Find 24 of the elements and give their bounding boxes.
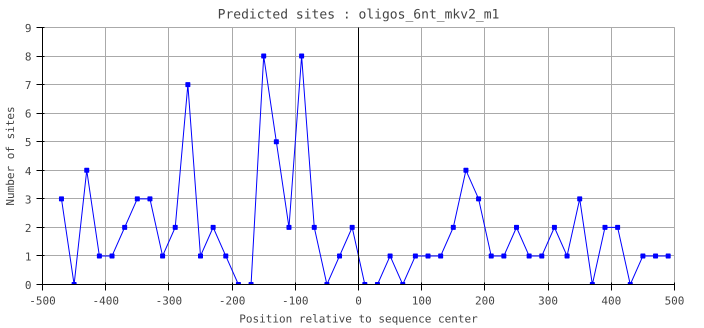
x-tick-label: -300 <box>156 294 182 308</box>
x-axis-title: Position relative to sequence center <box>239 312 478 326</box>
y-tick-label: 5 <box>24 136 32 150</box>
x-tick-label: 400 <box>601 294 622 308</box>
y-tick-label: 8 <box>24 50 32 64</box>
x-tick-label: -100 <box>282 294 309 308</box>
x-tick-label: 500 <box>664 294 684 308</box>
y-tick-label: 4 <box>24 164 32 178</box>
x-tick-label: 100 <box>412 294 432 308</box>
y-tick-label: 2 <box>24 222 32 235</box>
x-tick-label: 0 <box>355 294 362 308</box>
x-tick-label: 200 <box>474 294 495 308</box>
y-axis-title: Number of sites <box>4 106 17 206</box>
y-tick-label: 7 <box>24 79 32 92</box>
y-tick-label: 9 <box>24 22 32 35</box>
x-tick-label: -200 <box>218 294 246 308</box>
chart-title: Predicted sites : oligos_6nt_mkv2_m1 <box>218 8 500 22</box>
x-tick-label: -400 <box>92 294 119 308</box>
y-tick-label: 0 <box>24 279 32 292</box>
y-tick-label: 3 <box>24 193 32 206</box>
y-tick-label: 6 <box>24 108 32 121</box>
x-tick-label: 300 <box>538 294 558 308</box>
x-tick-label: -500 <box>29 294 56 308</box>
y-tick-label: 1 <box>24 250 32 264</box>
